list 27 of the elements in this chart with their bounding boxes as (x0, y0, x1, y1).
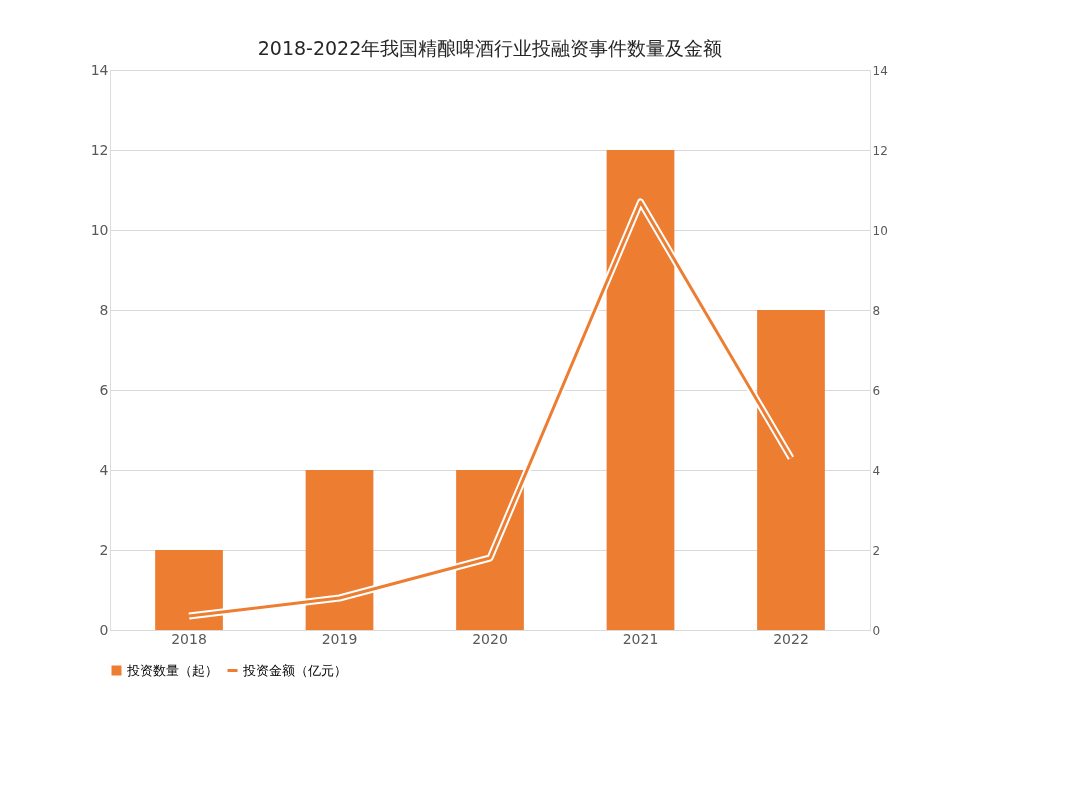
y-tick-label: 6 (99, 381, 109, 398)
y2-tick-label: 2 (872, 543, 881, 558)
y2-tick-label: 12 (872, 143, 888, 158)
y2-tick-label: 6 (872, 383, 881, 398)
x-tick-label: 2021 (622, 630, 659, 647)
x-tick-label: 2018 (171, 630, 207, 647)
y2-tick-label: 8 (872, 303, 881, 318)
bar (305, 470, 374, 630)
chart-title: 2018-2022年我国精酿啤酒行业投融资事件数量及金额 (257, 37, 723, 59)
y-tick-label: 10 (90, 221, 109, 238)
y2-tick-label: 10 (872, 223, 888, 238)
x-tick-label: 2020 (472, 630, 508, 647)
y-tick-label: 2 (99, 541, 109, 558)
legend-label: 投资金额（亿元） (242, 662, 347, 678)
y2-tick-label: 4 (872, 463, 881, 478)
x-tick-label: 2022 (773, 630, 809, 647)
y-tick-label: 8 (99, 301, 109, 318)
bar (456, 470, 524, 630)
y2-tick-label: 0 (872, 623, 881, 638)
bar (606, 150, 675, 630)
y-tick-label: 4 (99, 461, 109, 478)
y-tick-label: 12 (90, 141, 109, 158)
y2-tick-label: 14 (872, 63, 888, 78)
y-tick-label: 14 (90, 61, 109, 78)
legend-label: 投资数量（起） (126, 662, 218, 678)
y-tick-label: 0 (99, 621, 109, 638)
x-tick-label: 2019 (321, 630, 358, 647)
